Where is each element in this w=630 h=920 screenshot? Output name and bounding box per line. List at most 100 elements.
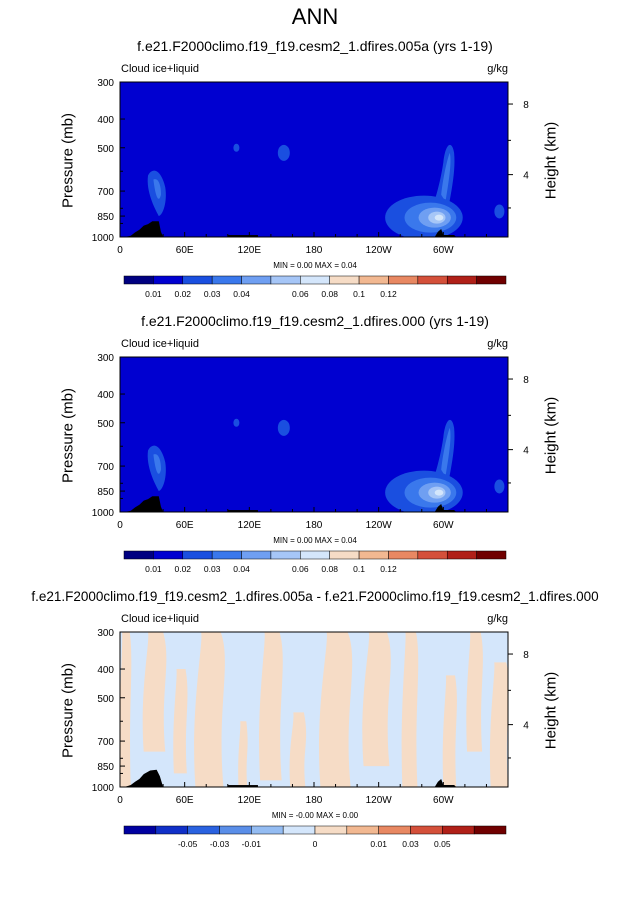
ytick-label: 700 [97, 737, 114, 748]
colorbar-cell [211, 275, 242, 285]
panel-3-minmax: MIN = -0.00 MAX = 0.00 [271, 811, 359, 820]
panel-2-units: g/kg [487, 338, 508, 350]
ytick-right-label: 8 [523, 375, 529, 386]
land-mask-africa [120, 496, 164, 512]
xtick-label: 120W [366, 520, 393, 531]
land-mask-africa [120, 221, 164, 237]
ytick-right-label: 4 [523, 446, 529, 457]
panel-3-contour-plot: 300 400 500 700 850 1000 8 4 0 60E 120E 180 120W 60W -… [92, 628, 529, 849]
colorbar-cell [358, 550, 389, 560]
upper-contour-b [233, 143, 240, 152]
xtick-label: 60W [433, 795, 454, 806]
colorbar-label: 0.01 [370, 839, 387, 849]
colorbar-cell [153, 550, 184, 560]
xtick-label: 0 [117, 520, 123, 531]
stratocumulus-contour-4 [434, 214, 444, 221]
colorbar-label: 0.04 [233, 289, 250, 299]
upper-contour-a [277, 419, 290, 436]
ytick-right-label: 4 [523, 721, 529, 732]
colorbar-cell [442, 825, 475, 835]
panel-1-contour-plot: 300 400 500 700 850 1000 8 4 0 60E 120E 180 120W 60W 0… [92, 78, 529, 299]
colorbar-label: 0.12 [380, 289, 397, 299]
ytick-right-label: 8 [523, 650, 529, 661]
colorbar-cell [314, 825, 348, 835]
contour-field [120, 82, 508, 237]
positive-region-5 [259, 632, 283, 781]
colorbar-cell [329, 550, 360, 560]
ytick-right-label: 4 [523, 171, 529, 182]
colorbar-cell [300, 275, 330, 285]
panel-2-variable: Cloud ice+liquid [121, 338, 199, 350]
panel-2-title: f.e21.F2000climo.f19_f19.cesm2_1.dfires.… [141, 313, 489, 329]
colorbar-label: -0.03 [210, 839, 230, 849]
plume-core-contour [441, 427, 451, 477]
ytick-label: 850 [97, 212, 114, 223]
land-mask-pacific-islands [227, 785, 258, 787]
panel-1-units: g/kg [487, 63, 508, 75]
ytick-label: 400 [97, 665, 114, 676]
colorbar-label: 0.05 [434, 839, 451, 849]
xtick-label: 120W [366, 795, 393, 806]
positive-region-11 [466, 632, 483, 752]
xtick-label: 60W [433, 245, 454, 256]
colorbar-cell [446, 275, 477, 285]
ytick-label: 500 [97, 144, 114, 155]
colorbar-label: 0.1 [353, 564, 365, 574]
positive-region-4 [238, 721, 248, 787]
xtick-label: 120E [238, 520, 262, 531]
land-mask-south-america [434, 779, 457, 787]
colorbar-label: 0.02 [174, 564, 191, 574]
ytick-label: 400 [97, 115, 114, 126]
positive-region-12 [489, 662, 508, 787]
ytick-label: 850 [97, 487, 114, 498]
colorbar-cell [476, 275, 507, 285]
land-mask-pacific-islands [227, 510, 258, 512]
upper-contour-b [233, 418, 240, 427]
colorbar-label: 0.03 [402, 839, 419, 849]
colorbar-cell [123, 825, 157, 835]
ytick-label: 300 [97, 78, 114, 89]
positive-region-9 [401, 632, 419, 787]
colorbar-cell [300, 550, 330, 560]
ytick-label: 1000 [92, 783, 115, 794]
colorbar-cell [270, 275, 301, 285]
colorbar-cell [153, 275, 184, 285]
panel-3-variable: Cloud ice+liquid [121, 613, 199, 625]
xtick-label: 180 [306, 245, 323, 256]
colorbar-cell [270, 550, 301, 560]
colorbar-label: 0.03 [204, 564, 221, 574]
contour-field [120, 632, 508, 787]
positive-region-1 [142, 632, 167, 752]
panel-2-minmax: MIN = 0.00 MAX = 0.04 [273, 536, 357, 545]
colorbar-label: 0.04 [233, 564, 250, 574]
colorbar-cell [155, 825, 188, 835]
panel-1-title: f.e21.F2000climo.f19_f19.cesm2_1.dfires.… [137, 38, 493, 54]
colorbar-cell [241, 275, 272, 285]
colorbar-cell [211, 550, 242, 560]
colorbar-cell [182, 275, 213, 285]
colorbar-cell [358, 275, 389, 285]
ytick-label: 1000 [92, 508, 115, 519]
xtick-label: 180 [306, 795, 323, 806]
panel-3-title: f.e21.F2000climo.f19_f19.cesm2_1.dfires.… [31, 589, 599, 604]
ytick-label: 300 [97, 353, 114, 364]
colorbar-label: -0.05 [178, 839, 198, 849]
xtick-label: 0 [117, 245, 123, 256]
colorbar-cell [388, 550, 419, 560]
colorbar-label: 0.01 [145, 564, 162, 574]
colorbar-label: 0.06 [292, 564, 309, 574]
ytick-label: 500 [97, 694, 114, 705]
panel-1-variable: Cloud ice+liquid [121, 63, 199, 75]
ytick-label: 400 [97, 390, 114, 401]
positive-region-3 [194, 632, 225, 787]
colorbar-cell [182, 550, 213, 560]
colorbar-cell [241, 550, 272, 560]
colorbar-cell [123, 275, 154, 285]
plume-core-contour [441, 152, 451, 202]
positive-region-8 [362, 632, 391, 767]
contour-field [120, 357, 508, 512]
colorbar-cell [473, 825, 507, 835]
land-mask-africa [120, 769, 164, 787]
colorbar-cell [417, 550, 448, 560]
land-mask-south-america [434, 229, 457, 237]
